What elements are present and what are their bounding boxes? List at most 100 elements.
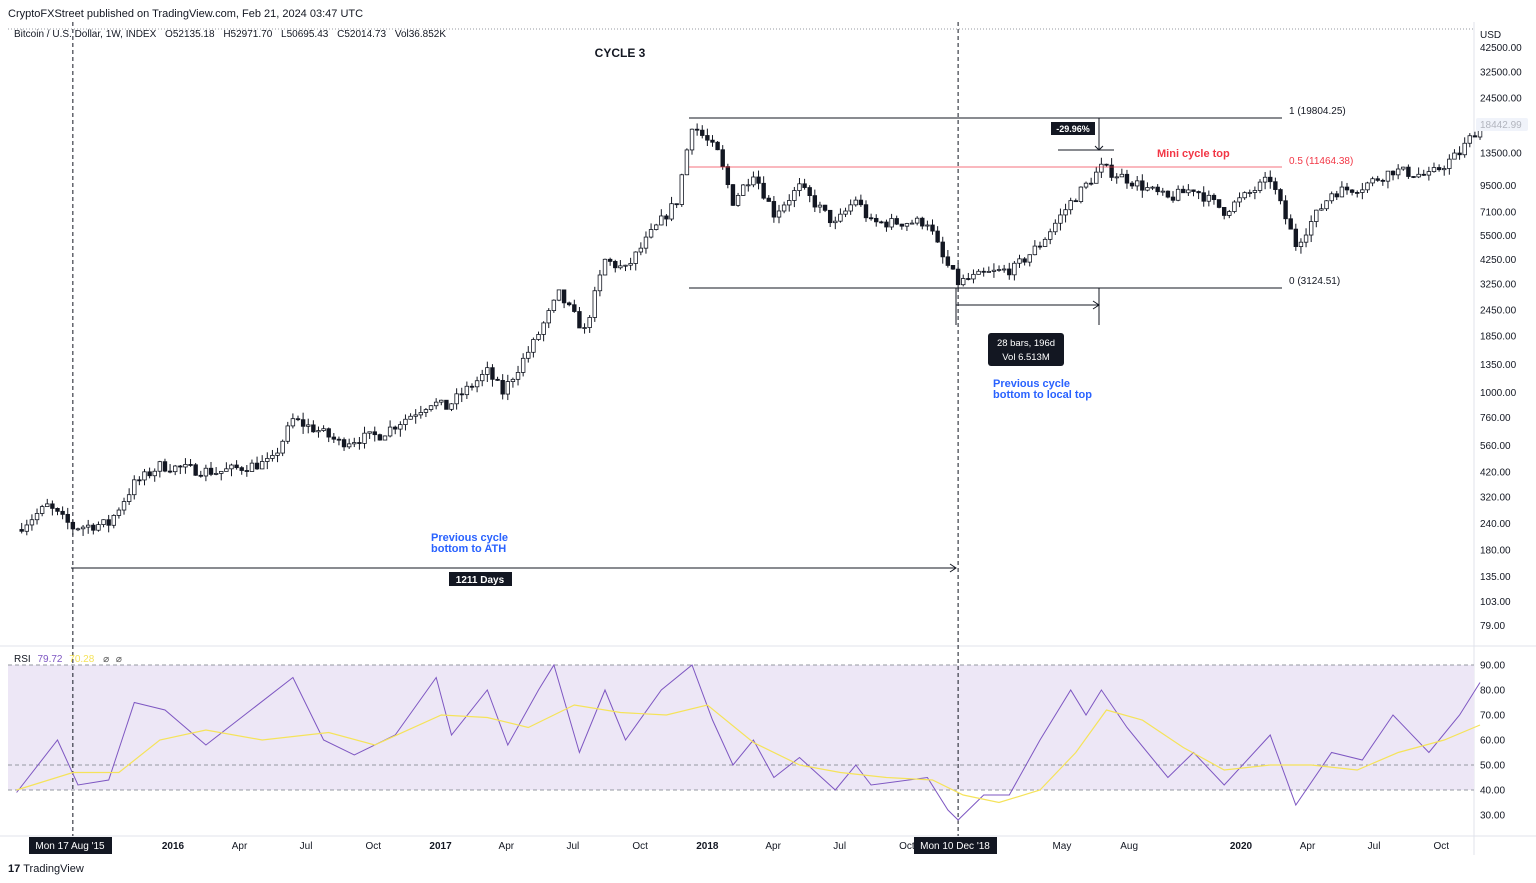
candle-body (244, 470, 250, 472)
candle-body (1355, 192, 1360, 194)
candle-body (1421, 173, 1426, 176)
candle-body (572, 304, 577, 312)
candle-body (735, 195, 741, 206)
candle-body (444, 399, 449, 410)
candle-body (797, 183, 802, 191)
candle-body (1324, 200, 1329, 210)
date-marker-right-bg (914, 837, 997, 854)
candle-body (1094, 171, 1099, 184)
candle-body (193, 464, 198, 476)
time-axis-tick: Oct (632, 841, 648, 852)
candle-body (167, 470, 173, 473)
candle-body (920, 217, 925, 227)
candle-body (1201, 192, 1206, 202)
candle-body (480, 374, 485, 382)
candle-body (1436, 167, 1442, 171)
candle-body (607, 258, 613, 262)
candle-body (1160, 190, 1165, 193)
candle-body (822, 204, 828, 211)
price-axis-tick: 24500.00 (1480, 94, 1522, 105)
candle-body (1314, 209, 1319, 222)
candle-body (510, 378, 516, 382)
candle-body (541, 322, 546, 335)
candle-body (787, 200, 792, 206)
candle-body (449, 403, 454, 410)
price-axis-tick: 5500.00 (1480, 231, 1517, 242)
ohlc-open: O52135.18 (165, 29, 215, 40)
candle-body (249, 462, 255, 472)
candle-body (756, 176, 761, 184)
candle-body (1288, 218, 1293, 230)
candle-body (413, 414, 418, 417)
candle-body (208, 467, 214, 475)
time-axis-tick: Oct (899, 841, 915, 852)
candle-body (1319, 208, 1324, 211)
time-axis-tick: 2020 (1230, 841, 1253, 852)
candle-body (275, 452, 280, 456)
candle-body (1447, 158, 1452, 169)
candle-body (1104, 163, 1109, 166)
candle-body (70, 521, 76, 530)
price-axis-tick: 7100.00 (1480, 208, 1517, 219)
candle-body (1452, 152, 1457, 160)
candle-body (65, 513, 70, 523)
candle-body (843, 210, 848, 215)
price-axis-tick: 240.00 (1480, 519, 1511, 530)
candle-body (352, 442, 357, 445)
candle-body (428, 405, 434, 410)
candle-body (577, 311, 582, 329)
candle-body (285, 425, 290, 442)
candle-body (311, 424, 316, 433)
date-marker-left: Mon 17 Aug '15 (35, 841, 105, 852)
candle-body (1196, 191, 1201, 194)
time-axis-tick: Apr (1300, 841, 1316, 852)
fib-label-05: 0.5 (11464.38) (1289, 156, 1353, 167)
rsi-axis-tick: 40.00 (1480, 786, 1505, 797)
last-price-value: 18442.99 (1480, 120, 1522, 131)
candle-body (454, 393, 459, 405)
candle-body (213, 473, 219, 475)
candle-body (746, 184, 751, 187)
candle-body (157, 461, 163, 472)
candle-body (1329, 193, 1334, 202)
candle-body (833, 220, 838, 224)
candle-body (1247, 192, 1252, 194)
candle-body (1467, 135, 1473, 144)
candle-body (111, 515, 116, 526)
candle-body (80, 526, 86, 530)
candle-body (1472, 135, 1478, 138)
candle-body (961, 278, 966, 286)
candle-body (884, 221, 889, 228)
rsi-axis-tick: 70.00 (1480, 711, 1505, 722)
candle-body (357, 442, 362, 444)
candle-body (1053, 222, 1058, 233)
candle-body (1293, 228, 1299, 248)
candle-body (628, 263, 633, 266)
candle-body (674, 203, 679, 206)
candle-body (914, 217, 920, 224)
rsi-line (16, 663, 1481, 821)
candle-body (490, 367, 495, 380)
rsi-ma-line (16, 704, 1481, 804)
mini-cycle-top-label: Mini cycle top (1157, 148, 1230, 160)
candle-body (700, 129, 705, 136)
candle-body (536, 334, 541, 340)
candle-body (935, 230, 940, 243)
tradingview-brand[interactable]: 17 TradingView (8, 863, 84, 875)
candle-body (679, 174, 684, 205)
price-axis-tick: 320.00 (1480, 493, 1511, 504)
candle-body (1124, 173, 1130, 184)
candle-body (1395, 168, 1401, 176)
candle-body (592, 290, 597, 318)
candle-body (853, 199, 858, 206)
candle-body (505, 381, 511, 395)
candle-body (520, 357, 526, 373)
candle-body (24, 524, 29, 532)
candle-body (439, 399, 444, 403)
candle-body (1308, 221, 1314, 236)
price-axis-tick: 760.00 (1480, 413, 1511, 424)
candle-body (101, 519, 106, 525)
candle-body (485, 367, 490, 375)
candle-body (894, 218, 899, 225)
